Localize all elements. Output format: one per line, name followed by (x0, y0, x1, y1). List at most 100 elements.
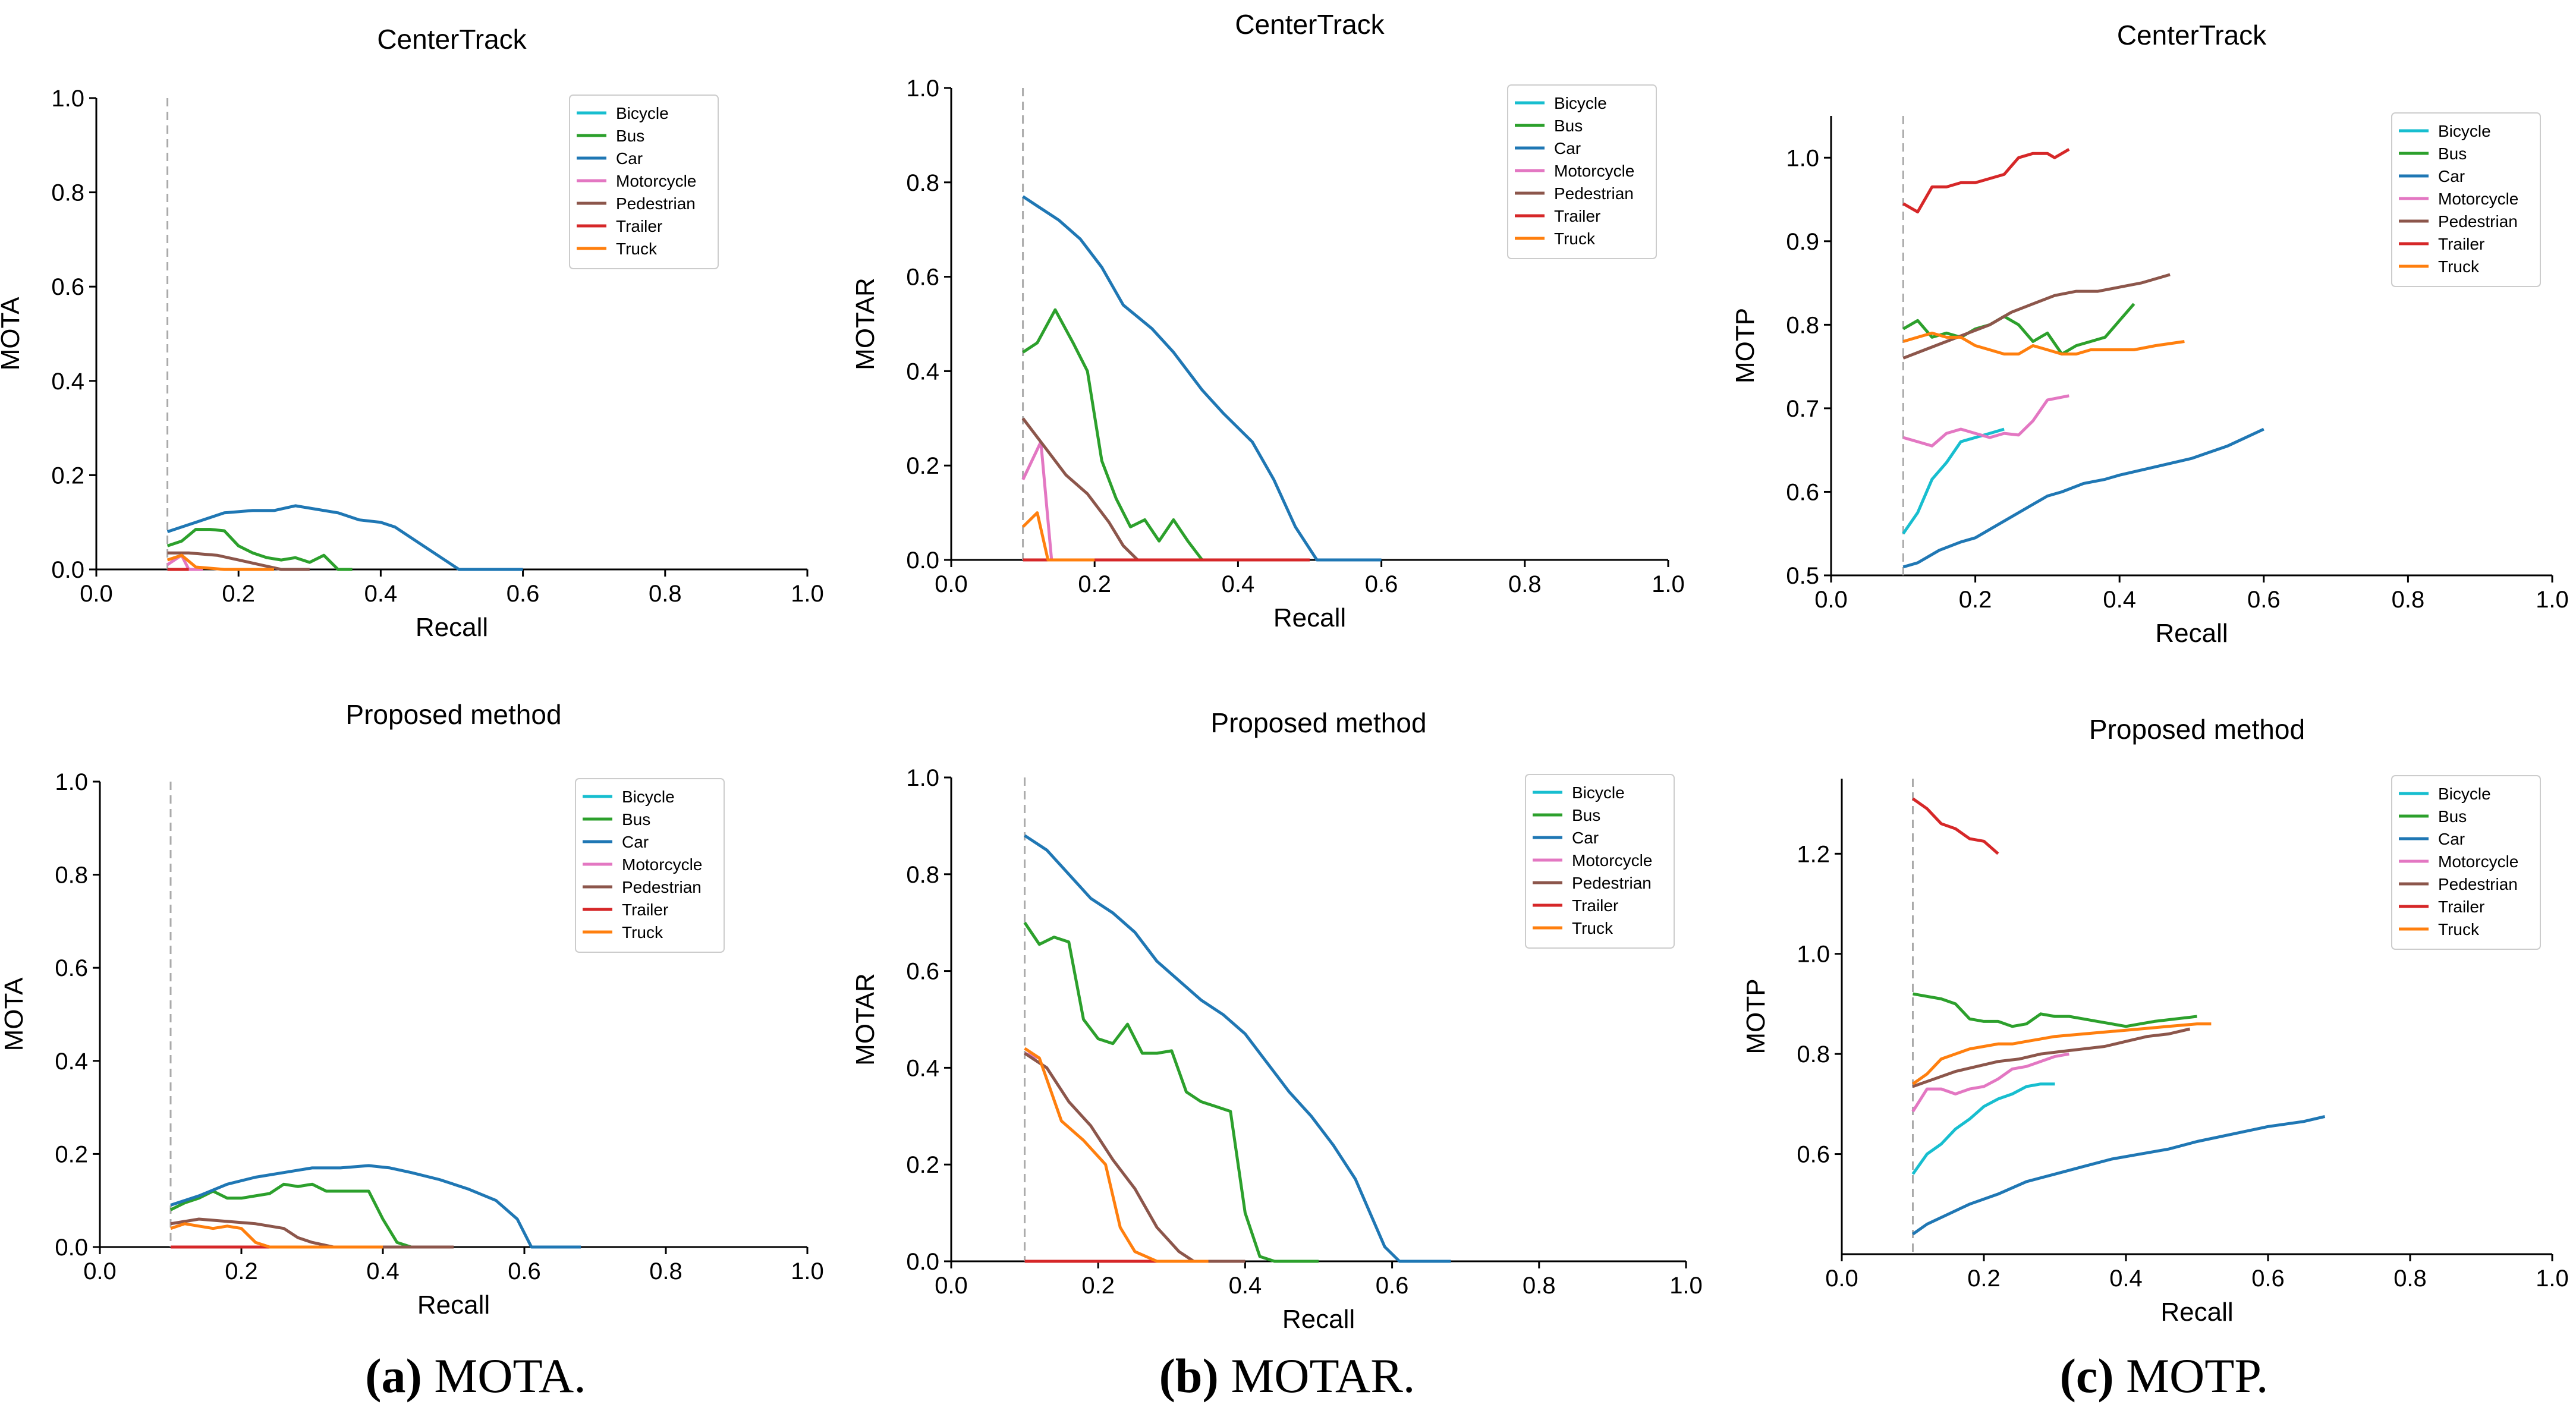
caption-b-letter: (b) (1159, 1349, 1219, 1403)
chart-panel-3: CenterTrack 0.0 0.2 0.4 0.6 0.8 1.0 0.5 0.6 0.7 0.… (1731, 20, 2569, 648)
y-tick-label: 0.0 (906, 547, 939, 574)
x-tick-label: 1.0 (2536, 587, 2569, 613)
y-tick-label: 0.2 (906, 1152, 939, 1178)
caption-c: (c) MOTP. (1867, 1346, 2461, 1406)
legend-label: Bicycle (2438, 122, 2491, 140)
legend-label: Bicycle (616, 104, 669, 122)
series-line-bus (1022, 308, 1238, 562)
legend-label: Car (1554, 139, 1581, 158)
legend-label: Pedestrian (616, 194, 696, 213)
legend-frame (1525, 774, 1675, 949)
x-tick-label: 0.2 (1078, 571, 1111, 597)
caption-b-text: MOTAR. (1218, 1349, 1416, 1403)
series-line-truck (170, 1222, 383, 1249)
x-tick-label: 0.2 (222, 581, 255, 607)
chart-panel-6: Proposed method 0.0 0.2 0.4 0.6 0.8 1.0 0.6 0.8 1… (1741, 714, 2569, 1327)
series-line-truck (1912, 1022, 2212, 1085)
x-axis-label: Recall (1282, 1305, 1355, 1334)
legend-label: Trailer (1554, 207, 1600, 225)
x-tick-label: 1.0 (791, 581, 824, 607)
legend-label: Truck (2438, 257, 2480, 276)
legend-label: Pedestrian (1572, 874, 1652, 892)
legend-label: Bus (616, 127, 644, 145)
x-tick-label: 1.0 (791, 1258, 824, 1284)
legend-label: Bicycle (622, 788, 675, 806)
figure-canvas: CenterTrack 0.0 0.2 0.4 0.6 0.8 1.0 0.0 0.2 0.4 0.… (0, 9, 2569, 1334)
y-tick-label: 0.0 (55, 1235, 88, 1261)
caption-a: (a) MOTA. (178, 1346, 773, 1406)
y-tick-label: 0.6 (1797, 1142, 1830, 1168)
x-tick-label: 0.8 (649, 581, 682, 607)
series-line-truck (1021, 511, 1095, 562)
legend-frame (575, 778, 725, 953)
series-line-motorcycle (1902, 394, 2069, 448)
legend-label: Motorcycle (1572, 851, 1652, 870)
series-line-bus (1913, 992, 2197, 1028)
y-tick-label: 1.0 (51, 86, 84, 112)
chart-panel-5: Proposed method 0.0 0.2 0.4 0.6 0.8 1.0 0.0 0.2 0… (851, 707, 1703, 1334)
x-tick-label: 0.4 (2103, 587, 2136, 613)
y-tick-label: 0.4 (55, 1049, 88, 1075)
legend: Bicycle Bus Car Motorcycle Pedestrian Trailer… (569, 95, 719, 269)
y-axis-label: MOTP (1741, 978, 1770, 1054)
legend-label: Bus (2438, 144, 2467, 163)
y-axis-label: MOTA (0, 297, 25, 370)
legend-label: Trailer (622, 901, 668, 919)
legend-label: Bicycle (2438, 785, 2491, 803)
x-tick-label: 0.6 (2251, 1265, 2285, 1292)
chart-title: Proposed method (2089, 714, 2305, 745)
y-tick-label: 0.8 (906, 862, 939, 888)
x-tick-label: 0.6 (2247, 587, 2281, 613)
x-axis-label: Recall (2155, 619, 2228, 648)
legend-label: Bicycle (1554, 94, 1607, 112)
series-line-trailer (1902, 148, 2070, 214)
x-axis-label: Recall (416, 613, 488, 642)
y-tick-label: 0.2 (51, 462, 84, 489)
y-tick-label: 1.2 (1797, 841, 1830, 867)
legend-label: Truck (2438, 920, 2480, 939)
series-line-car (1902, 427, 2264, 569)
y-tick-label: 1.0 (55, 769, 88, 795)
caption-a-letter: (a) (365, 1349, 422, 1403)
caption-c-letter: (c) (2059, 1349, 2114, 1403)
legend: Bicycle Bus Car Motorcycle Pedestrian Trailer… (2391, 775, 2541, 950)
legend-label: Bicycle (1572, 783, 1625, 802)
legend-label: Bus (1572, 806, 1600, 824)
x-axis-label: Recall (1273, 603, 1346, 632)
y-tick-label: 0.6 (55, 955, 88, 981)
legend-label: Pedestrian (622, 878, 702, 896)
chart-title: CenterTrack (1235, 9, 1385, 40)
caption-b: (b) MOTAR. (990, 1346, 1584, 1406)
legend-label: Pedestrian (2438, 212, 2518, 231)
legend: Bicycle Bus Car Motorcycle Pedestrian Trailer… (1507, 84, 1657, 259)
legend-label: Truck (1554, 229, 1596, 248)
x-tick-label: 0.4 (1229, 1273, 1262, 1299)
legend-label: Trailer (616, 217, 662, 235)
chart-title: CenterTrack (377, 24, 527, 55)
x-tick-label: 0.6 (1365, 571, 1398, 597)
x-tick-label: 0.8 (2392, 587, 2425, 613)
legend-label: Truck (1572, 919, 1613, 937)
x-tick-label: 0.6 (507, 581, 540, 607)
y-tick-label: 0.4 (51, 369, 84, 395)
x-tick-label: 1.0 (1669, 1273, 1703, 1299)
series-line-bus (1902, 303, 2135, 356)
y-tick-label: 1.0 (906, 765, 939, 791)
y-tick-label: 0.5 (1786, 563, 1819, 589)
series-line-truck (166, 553, 274, 571)
legend-label: Bus (622, 810, 650, 829)
legend-frame (569, 95, 719, 269)
legend-frame (2391, 775, 2541, 950)
y-tick-label: 0.6 (1786, 479, 1819, 505)
x-axis-label: Recall (417, 1290, 490, 1320)
legend-label: Pedestrian (1554, 184, 1634, 203)
legend: Bicycle Bus Car Motorcycle Pedestrian Trailer… (2391, 112, 2541, 287)
series-line-truck (1902, 331, 2185, 356)
y-tick-label: 0.2 (906, 453, 939, 479)
x-tick-label: 0.4 (1222, 571, 1255, 597)
legend-frame (2391, 112, 2541, 287)
y-tick-label: 1.0 (1797, 942, 1830, 968)
series-line-pedestrian (167, 551, 310, 571)
y-axis-label: MOTAR (851, 973, 880, 1066)
x-tick-label: 0.4 (2109, 1265, 2143, 1292)
